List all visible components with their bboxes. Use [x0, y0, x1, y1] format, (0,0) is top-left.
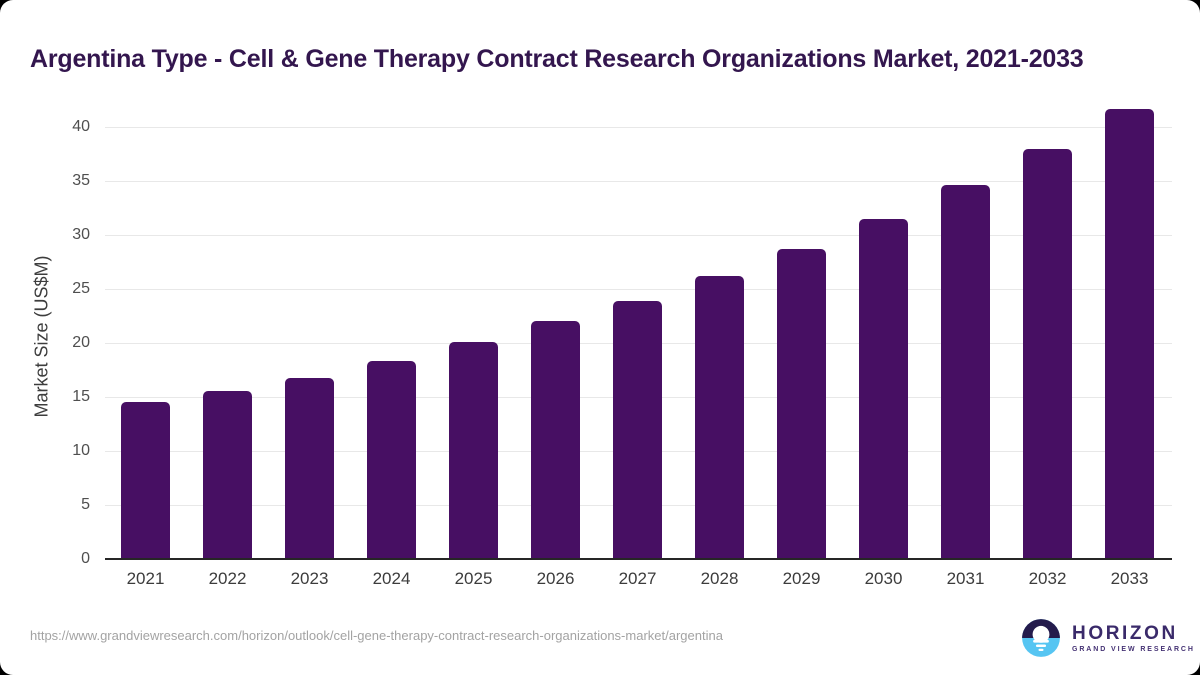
bar-2028	[695, 276, 744, 559]
x-tick-label-2025: 2025	[454, 569, 493, 588]
y-tick-label-10: 10	[72, 442, 90, 459]
brand-subtitle: GRAND VIEW RESEARCH	[1072, 645, 1195, 653]
y-tick-label-35: 35	[72, 172, 90, 189]
bar-2024	[367, 361, 416, 559]
x-tick-label-2028: 2028	[700, 569, 739, 588]
y-tick-label-40: 40	[72, 118, 90, 135]
y-tick-label-0: 0	[81, 550, 90, 567]
horizon-logo: HORIZON GRAND VIEW RESEARCH	[1020, 617, 1195, 659]
x-tick-label-2027: 2027	[618, 569, 657, 588]
x-tick-label-2029: 2029	[782, 569, 821, 588]
logo-text: HORIZON GRAND VIEW RESEARCH	[1072, 622, 1195, 653]
brand-name: HORIZON	[1072, 622, 1178, 644]
x-tick-label-2033: 2033	[1110, 569, 1149, 588]
source-url: https://www.grandviewresearch.com/horizo…	[30, 628, 723, 643]
y-tick-label-20: 20	[72, 334, 90, 351]
x-axis-line	[105, 558, 1172, 560]
x-tick-label-2024: 2024	[372, 569, 411, 588]
y-tick-label-30: 30	[72, 226, 90, 243]
x-tick-label-2023: 2023	[290, 569, 329, 588]
bar-2025	[449, 341, 498, 559]
gridline-35	[105, 180, 1172, 182]
gridline-40	[105, 126, 1172, 128]
x-tick-label-2021: 2021	[126, 569, 165, 588]
bar-2023	[285, 377, 334, 559]
bar-2022	[203, 390, 252, 559]
y-tick-label-5: 5	[81, 496, 90, 513]
bar-2021	[121, 402, 170, 559]
bar-2029	[777, 249, 826, 559]
bar-2032	[1023, 148, 1072, 559]
chart-title: Argentina Type - Cell & Gene Therapy Con…	[30, 44, 1084, 73]
y-tick-label-15: 15	[72, 388, 90, 405]
x-tick-label-2030: 2030	[864, 569, 903, 588]
gridline-30	[105, 234, 1172, 236]
bar-2027	[613, 300, 662, 559]
gridline-25	[105, 288, 1172, 290]
x-tick-label-2022: 2022	[208, 569, 247, 588]
x-tick-label-2031: 2031	[946, 569, 985, 588]
bar-2033	[1105, 108, 1154, 559]
horizon-sunset-circle-icon	[1022, 619, 1060, 657]
bar-2030	[859, 218, 908, 559]
y-tick-label-25: 25	[72, 280, 90, 297]
x-tick-label-2026: 2026	[536, 569, 575, 588]
bar-2026	[531, 321, 580, 559]
bar-2031	[941, 185, 990, 559]
x-tick-label-2032: 2032	[1028, 569, 1067, 588]
